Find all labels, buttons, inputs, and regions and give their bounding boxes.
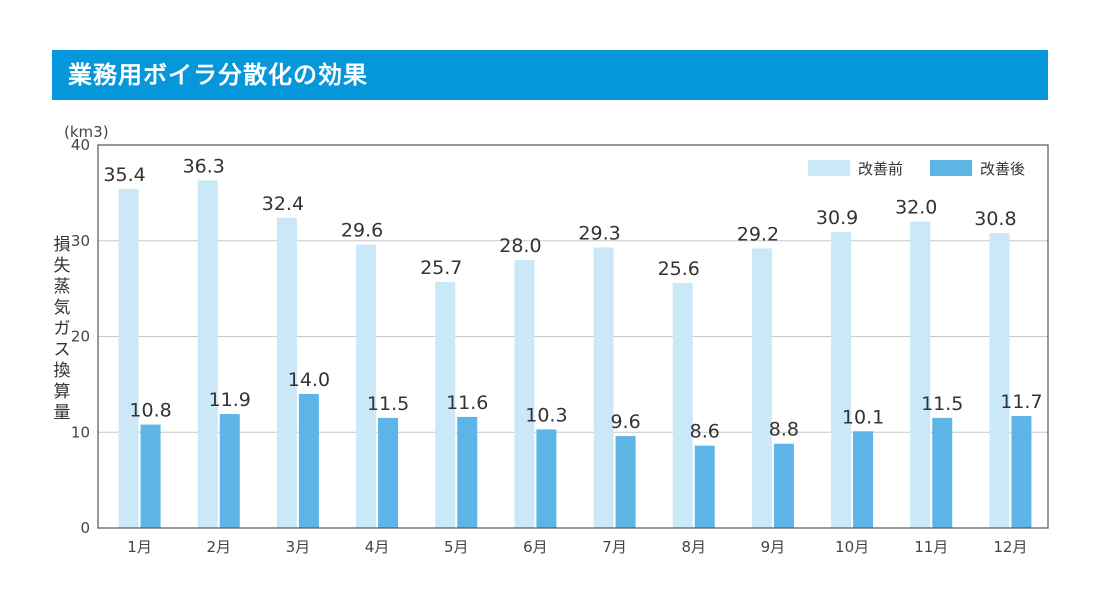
value-label-after: 11.5 xyxy=(367,393,409,415)
bar-before xyxy=(593,247,614,528)
x-tick-label: 2月 xyxy=(206,538,231,556)
bar-before xyxy=(276,217,297,528)
bar-after xyxy=(773,443,794,528)
title-banner: 業務用ボイラ分散化の効果 xyxy=(52,50,1048,100)
bar-before xyxy=(356,244,377,528)
value-label-before: 29.3 xyxy=(578,222,620,244)
x-tick-label: 9月 xyxy=(761,538,786,556)
x-tick-label: 12月 xyxy=(993,538,1027,556)
y-label-char: 量 xyxy=(54,403,71,423)
value-label-after: 8.8 xyxy=(769,419,799,441)
value-label-after: 8.6 xyxy=(690,421,720,443)
value-label-before: 25.7 xyxy=(420,257,462,279)
y-tick-label: 20 xyxy=(71,328,90,346)
y-unit-label: (km3) xyxy=(64,123,109,141)
x-tick-label: 4月 xyxy=(365,538,390,556)
bar-after xyxy=(1011,415,1032,528)
x-tick-label: 11月 xyxy=(914,538,948,556)
value-label-before: 30.9 xyxy=(816,207,858,229)
bar-after xyxy=(378,417,399,528)
bar-before xyxy=(435,281,456,528)
y-label-char: 失 xyxy=(54,256,71,276)
x-tick-label: 8月 xyxy=(681,538,706,556)
plot-frame xyxy=(97,144,1049,529)
y-tick-label: 10 xyxy=(71,423,90,441)
value-label-after: 10.1 xyxy=(842,406,884,428)
y-label-char: 換 xyxy=(54,361,71,381)
legend-label: 改善後 xyxy=(980,160,1025,178)
x-tick-label: 1月 xyxy=(127,538,152,556)
legend-label: 改善前 xyxy=(858,160,903,178)
bar-after xyxy=(219,414,240,528)
bar-before xyxy=(989,233,1010,528)
value-label-after: 11.5 xyxy=(921,393,963,415)
y-label-char: 蒸 xyxy=(54,277,71,297)
value-label-after: 11.9 xyxy=(209,389,251,411)
y-tick-label: 0 xyxy=(80,519,90,537)
bar-before xyxy=(751,248,772,528)
x-tick-label: 10月 xyxy=(835,538,869,556)
bars xyxy=(118,180,1032,529)
x-tick-label: 6月 xyxy=(523,538,548,556)
value-label-before: 25.6 xyxy=(658,258,700,280)
bar-before xyxy=(118,189,139,529)
value-label-after: 10.8 xyxy=(129,400,171,422)
bar-after xyxy=(298,393,319,528)
bar-after xyxy=(853,431,874,528)
x-tick-label: 5月 xyxy=(444,538,469,556)
value-label-after: 10.3 xyxy=(525,404,567,426)
bar-after xyxy=(140,424,161,528)
value-label-after: 9.6 xyxy=(610,411,640,433)
value-label-after: 14.0 xyxy=(288,369,330,391)
legend: 改善前 改善後 xyxy=(808,160,1025,178)
axis-ticks: 0 10 20 30 40 1月 2月 3月 4月 5月 6月 7月 8月 9月 10月 11月 12月 xyxy=(71,136,1028,556)
value-label-before: 36.3 xyxy=(183,155,225,177)
value-label-before: 29.2 xyxy=(737,223,779,245)
x-tick-label: 7月 xyxy=(602,538,627,556)
bar-after xyxy=(457,416,478,528)
x-tick-label: 3月 xyxy=(286,538,311,556)
y-label-char: 気 xyxy=(54,298,71,318)
bar-before xyxy=(197,180,218,529)
legend-swatch xyxy=(808,160,850,176)
value-label-before: 28.0 xyxy=(499,235,541,257)
bar-after xyxy=(694,445,715,528)
value-label-before: 32.4 xyxy=(262,193,304,215)
value-labels: 35.4 10.8 36.3 11.9 32.4 14.0 29.6 11.5 25.7 11.6… xyxy=(103,155,1042,442)
bar-before xyxy=(672,282,693,528)
legend-swatch xyxy=(930,160,972,176)
y-label-char: 算 xyxy=(54,382,71,402)
y-label-char: 損 xyxy=(54,235,71,255)
bar-after xyxy=(615,436,636,528)
value-label-before: 32.0 xyxy=(895,197,937,219)
value-label-before: 35.4 xyxy=(103,164,145,186)
bar-after xyxy=(536,429,557,528)
value-label-before: 30.8 xyxy=(974,208,1016,230)
y-label-char: ス xyxy=(54,340,71,360)
bar-before xyxy=(910,221,931,528)
bar-before xyxy=(514,259,535,528)
chart-title: 業務用ボイラ分散化の効果 xyxy=(68,61,368,89)
value-label-after: 11.6 xyxy=(446,392,488,414)
y-label-char: ガ xyxy=(54,319,71,339)
value-label-after: 11.7 xyxy=(1000,391,1042,413)
y-tick-label: 40 xyxy=(71,136,90,154)
bar-after xyxy=(932,417,953,528)
value-label-before: 29.6 xyxy=(341,220,383,242)
y-tick-label: 30 xyxy=(71,232,90,250)
gridlines xyxy=(98,240,1048,433)
bar-before xyxy=(831,232,852,528)
